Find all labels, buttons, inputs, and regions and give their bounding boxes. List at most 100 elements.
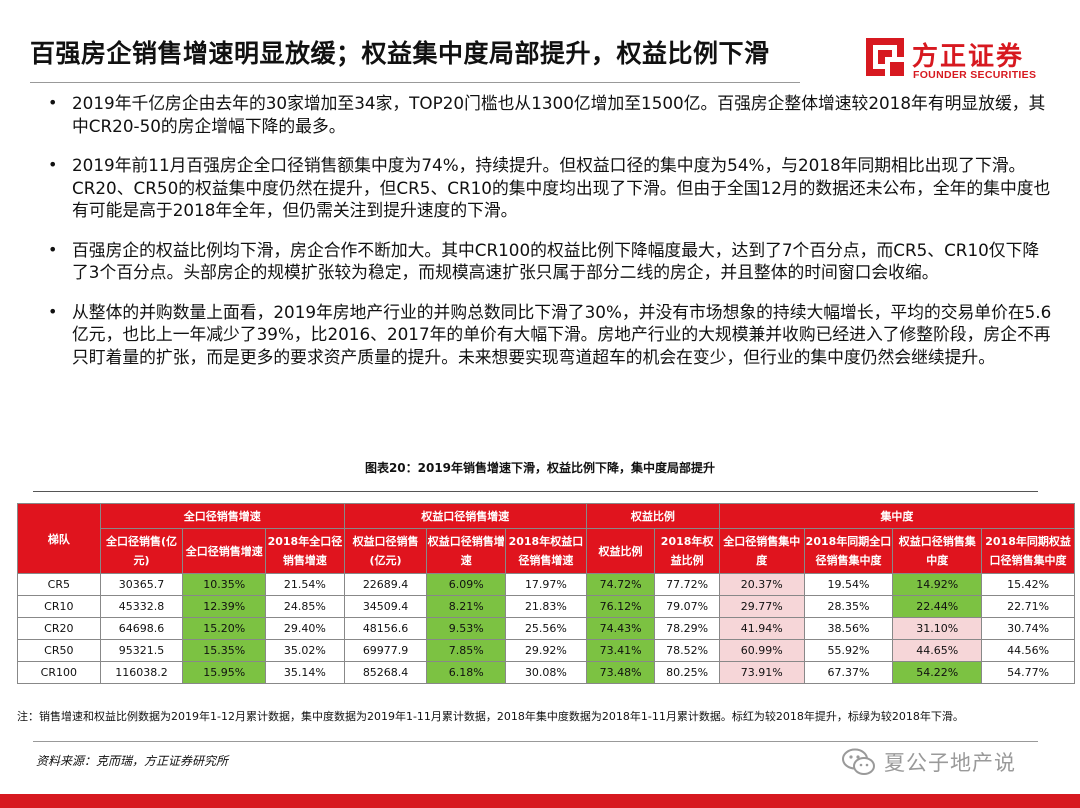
table-cell: 22689.4 bbox=[343, 573, 428, 596]
table-cell: 41.94% bbox=[718, 617, 805, 640]
table-cell: 30365.7 bbox=[99, 573, 184, 596]
table-row: CR10 45332.8 12.39% 24.85% 34509.4 8.21%… bbox=[17, 595, 1075, 618]
table-cell: 22.44% bbox=[892, 595, 983, 618]
table-cell: 21.83% bbox=[505, 595, 587, 618]
bullet-item: • 从整体的并购数量上面看，2019年房地产行业的并购总数同比下滑了30%，并没有… bbox=[48, 301, 1053, 369]
table-cell: 73.48% bbox=[585, 661, 656, 684]
tier-cell: CR10 bbox=[17, 595, 101, 618]
table-cell: 44.56% bbox=[981, 639, 1075, 662]
table-row: CR5 30365.7 10.35% 21.54% 22689.4 6.09% … bbox=[17, 573, 1075, 596]
table-cell: 35.02% bbox=[265, 639, 345, 662]
table-cell: 74.43% bbox=[585, 617, 656, 640]
table-cell: 60.99% bbox=[718, 639, 805, 662]
founder-securities-logo: 方正证券 FOUNDER SECURITIES bbox=[866, 36, 1046, 86]
data-source: 资料来源：克而瑞，方正证券研究所 bbox=[36, 754, 229, 768]
table-cell: 31.10% bbox=[892, 617, 983, 640]
table-column-header-row: 全口径销售(亿元) 全口径销售增速 2018年全口径销售增速 权益口径销售(亿元… bbox=[18, 528, 1075, 574]
table-cell: 15.20% bbox=[182, 617, 267, 640]
table-cell: 54.22% bbox=[892, 661, 983, 684]
table-cell: 95321.5 bbox=[99, 639, 184, 662]
footer-color-bar bbox=[0, 794, 1080, 808]
table-cell: 78.52% bbox=[654, 639, 720, 662]
table-row: CR50 95321.5 15.35% 35.02% 69977.9 7.85%… bbox=[17, 639, 1075, 662]
column-header: 2018年权益比例 bbox=[654, 528, 720, 574]
title-divider bbox=[30, 82, 800, 83]
bullet-dot-icon: • bbox=[48, 155, 58, 174]
table-cell: 22.71% bbox=[981, 595, 1075, 618]
table-cell: 6.18% bbox=[426, 661, 507, 684]
group-header-concentration: 集中度 bbox=[718, 503, 1076, 529]
column-header: 权益口径销售集中度 bbox=[892, 528, 983, 574]
table-cell: 7.85% bbox=[426, 639, 507, 662]
bullet-item: • 百强房企的权益比例均下滑，房企合作不断加大。其中CR100的权益比例下降幅度最… bbox=[48, 239, 1053, 284]
table-cell: 73.91% bbox=[718, 661, 805, 684]
tier-cell: CR5 bbox=[17, 573, 101, 596]
table-cell: 79.07% bbox=[654, 595, 720, 618]
table-cell: 67.37% bbox=[803, 661, 894, 684]
table-footnote: 注：销售增速和权益比例数据为2019年1-12月累计数据，集中度数据为2019年… bbox=[17, 710, 964, 723]
bullet-text: 2019年前11月百强房企全口径销售额集中度为74%，持续提升。但权益口径的集中… bbox=[72, 155, 1051, 220]
bullet-text: 百强房企的权益比例均下滑，房企合作不断加大。其中CR100的权益比例下降幅度最大… bbox=[72, 239, 1040, 283]
sales-concentration-table: 梯队 全口径销售增速 权益口径销售增速 权益比例 集中度 全口径销售(亿元) 全… bbox=[17, 503, 1076, 684]
bullet-text: 2019年千亿房企由去年的30家增加至34家，TOP20门槛也从1300亿增加至… bbox=[72, 93, 1046, 136]
bullet-dot-icon: • bbox=[48, 239, 58, 259]
founder-logo-icon bbox=[866, 38, 904, 76]
group-header-equity-ratio: 权益比例 bbox=[585, 503, 720, 529]
table-cell: 14.92% bbox=[892, 573, 983, 596]
logo-english-name: FOUNDER SECURITIES bbox=[913, 69, 1037, 81]
tier-cell: CR20 bbox=[17, 617, 101, 640]
table-cell: 38.56% bbox=[803, 617, 894, 640]
table-cell: 19.54% bbox=[803, 573, 894, 596]
column-header: 2018年全口径销售增速 bbox=[265, 528, 345, 574]
table-cell: 29.77% bbox=[718, 595, 805, 618]
table-cell: 48156.6 bbox=[343, 617, 428, 640]
table-cell: 15.42% bbox=[981, 573, 1075, 596]
watermark-text: 夏公子地产说 bbox=[884, 751, 1016, 775]
table-cell: 74.72% bbox=[585, 573, 656, 596]
wechat-watermark: 夏公子地产说 bbox=[842, 742, 1016, 782]
table-cell: 45332.8 bbox=[99, 595, 184, 618]
table-cell: 6.09% bbox=[426, 573, 507, 596]
wechat-icon bbox=[842, 748, 875, 775]
table-row: CR100 116038.2 15.95% 35.14% 85268.4 6.1… bbox=[17, 661, 1075, 684]
table-cell: 55.92% bbox=[803, 639, 894, 662]
table-cell: 29.92% bbox=[505, 639, 587, 662]
bullet-item: • 2019年千亿房企由去年的30家增加至34家，TOP20门槛也从1300亿增加… bbox=[48, 92, 1053, 137]
column-header: 2018年同期全口径销售集中度 bbox=[803, 528, 894, 574]
table-cell: 64698.6 bbox=[99, 617, 184, 640]
column-header: 2018年同期权益口径销售集中度 bbox=[981, 528, 1075, 574]
table-cell: 25.56% bbox=[505, 617, 587, 640]
table-cell: 20.37% bbox=[718, 573, 805, 596]
figure-title: 图表20：2019年销售增速下滑，权益比例下降，集中度局部提升 bbox=[364, 461, 716, 475]
column-header: 全口径销售集中度 bbox=[718, 528, 805, 574]
page-title: 百强房企销售增速明显放缓；权益集中度局部提升，权益比例下滑 bbox=[30, 39, 770, 68]
table-cell: 30.08% bbox=[505, 661, 587, 684]
table-cell: 85268.4 bbox=[343, 661, 428, 684]
logo-chinese-name: 方正证券 bbox=[912, 42, 1025, 72]
column-header: 权益口径销售增速 bbox=[426, 528, 507, 574]
tier-cell: CR100 bbox=[17, 661, 101, 684]
table-cell: 17.97% bbox=[505, 573, 587, 596]
table-cell: 15.95% bbox=[182, 661, 267, 684]
table-cell: 34509.4 bbox=[343, 595, 428, 618]
column-header: 权益口径销售(亿元) bbox=[343, 528, 428, 574]
table-cell: 9.53% bbox=[426, 617, 507, 640]
table-cell: 77.72% bbox=[654, 573, 720, 596]
table-cell: 54.77% bbox=[981, 661, 1075, 684]
table-group-header-row: 梯队 全口径销售增速 权益口径销售增速 权益比例 集中度 bbox=[17, 503, 1076, 574]
tier-header: 梯队 bbox=[17, 503, 101, 574]
column-header: 全口径销售(亿元) bbox=[99, 528, 184, 574]
bullet-dot-icon: • bbox=[48, 93, 58, 112]
bullet-list: • 2019年千亿房企由去年的30家增加至34家，TOP20门槛也从1300亿增加… bbox=[48, 92, 1053, 385]
table-cell: 116038.2 bbox=[99, 661, 184, 684]
figure-divider bbox=[33, 491, 1038, 492]
table-cell: 44.65% bbox=[892, 639, 983, 662]
table-cell: 35.14% bbox=[265, 661, 345, 684]
table-cell: 69977.9 bbox=[343, 639, 428, 662]
table-cell: 73.41% bbox=[585, 639, 656, 662]
table-cell: 10.35% bbox=[182, 573, 267, 596]
column-header: 全口径销售增速 bbox=[182, 528, 267, 574]
table-row: CR20 64698.6 15.20% 29.40% 48156.6 9.53%… bbox=[17, 617, 1075, 640]
table-cell: 21.54% bbox=[265, 573, 345, 596]
bullet-item: • 2019年前11月百强房企全口径销售额集中度为74%，持续提升。但权益口径的集… bbox=[48, 154, 1053, 222]
